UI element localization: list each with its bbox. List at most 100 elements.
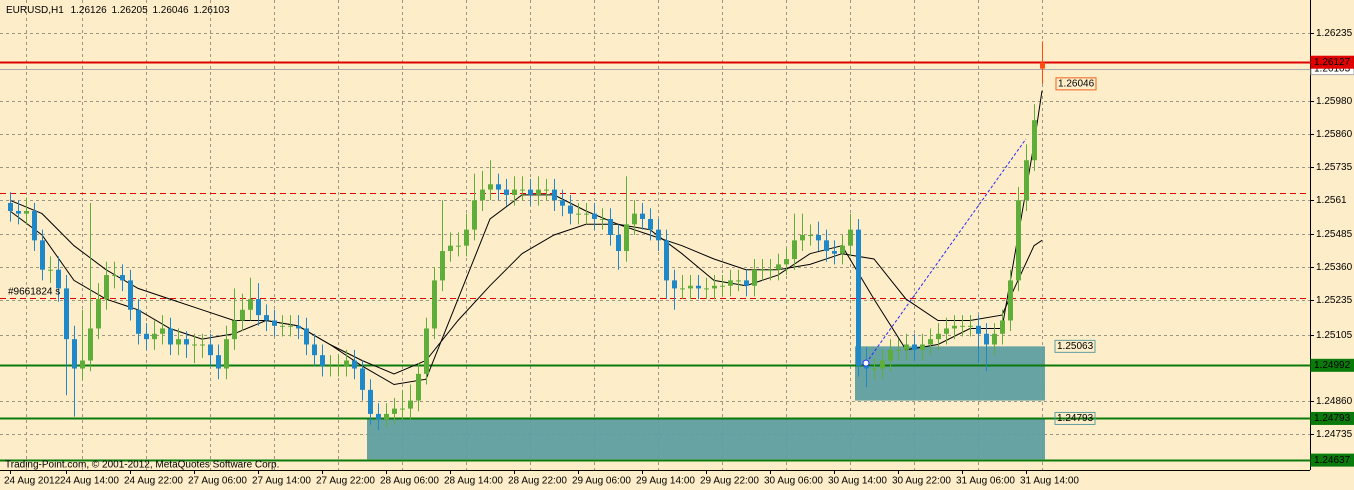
rectangles: [367, 346, 1045, 460]
candle-body: [1000, 320, 1005, 334]
candle-body: [496, 184, 501, 190]
candle-body: [8, 202, 13, 211]
candle-body: [376, 413, 381, 420]
trendline-anchor: [862, 359, 870, 367]
candle-body: [808, 235, 813, 236]
x-tick-label: 24 Aug 22:00: [124, 476, 183, 487]
price-tag: [1310, 453, 1354, 467]
moving-average: [9, 199, 1043, 375]
candle-body: [224, 339, 229, 369]
candle-body: [56, 269, 61, 289]
y-tick-label: 1.24860: [1316, 396, 1353, 407]
candle-body: [280, 325, 285, 327]
price-tag-label: 1.24793: [1314, 413, 1351, 424]
candle-body: [120, 275, 125, 281]
candle-body: [616, 235, 621, 252]
candle-body: [216, 355, 221, 369]
candle-body: [840, 245, 845, 254]
candle-body: [880, 360, 885, 369]
candle-body: [424, 328, 429, 374]
candle-body: [1016, 200, 1021, 281]
last-open: 1.26126: [71, 5, 108, 16]
candle-body: [976, 325, 981, 334]
candle-body: [176, 339, 181, 345]
candle-body: [16, 210, 21, 214]
x-tick-label: 30 Aug 06:00: [764, 476, 823, 487]
x-tick-label: 27 Aug 22:00: [316, 476, 375, 487]
candle-body: [200, 344, 205, 346]
price-tag-label: 1.24992: [1314, 360, 1351, 371]
candle-body: [64, 288, 69, 340]
candle-body: [240, 309, 245, 321]
low-tag: 1.26046: [1058, 78, 1095, 89]
price-tag-label: 1.24637: [1314, 455, 1351, 466]
order-label: #9661824 s: [8, 287, 60, 298]
candle-body: [448, 245, 453, 252]
candle-body: [136, 309, 141, 334]
candle-body: [576, 213, 581, 215]
last-low: 1.26046: [152, 5, 189, 16]
candle-body: [392, 408, 397, 414]
candle-body: [872, 368, 877, 370]
candle-body: [1040, 62, 1045, 69]
last-high: 1.26205: [112, 5, 149, 16]
candle-body: [904, 344, 909, 350]
candle-body: [656, 229, 661, 241]
candle-body: [856, 229, 861, 366]
candle-body: [400, 408, 405, 410]
x-tick-label: 27 Aug 14:00: [252, 476, 311, 487]
candle-body: [608, 218, 613, 235]
candle-body: [664, 240, 669, 281]
price-tag: [1310, 55, 1354, 69]
candle-body: [544, 189, 549, 191]
candle-body: [96, 299, 101, 329]
x-tick-label: 28 Aug 22:00: [508, 476, 567, 487]
candle-body: [672, 280, 677, 289]
y-tick-label: 1.2561: [1316, 195, 1347, 206]
x-tick-label: 27 Aug 06:00: [188, 476, 247, 487]
candle-body: [816, 235, 821, 241]
candle-body: [584, 213, 589, 215]
candle-body: [984, 333, 989, 345]
candle-body: [592, 213, 597, 219]
x-tick-label: 31 Aug 06:00: [956, 476, 1015, 487]
candle-body: [168, 328, 173, 345]
y-tick-label: 1.25860: [1316, 129, 1353, 140]
header: EURUSD,H1 1.26126 1.26205 1.26046 1.2610…: [6, 5, 230, 16]
x-tick-label: 28 Aug 14:00: [444, 476, 503, 487]
price-tag-label: 1.26103: [1314, 63, 1351, 74]
last-close: 1.26103: [193, 5, 230, 16]
candle-body: [312, 344, 317, 356]
candle-body: [480, 189, 485, 201]
candle-body: [832, 251, 837, 254]
candle-body: [192, 344, 197, 346]
candle-body: [1008, 280, 1013, 321]
candle-body: [744, 280, 749, 286]
x-tick-label: 24 Aug 14:00: [60, 476, 119, 487]
candle-body: [536, 189, 541, 195]
candle-body: [384, 413, 389, 420]
candle-body: [416, 373, 421, 401]
candle-body: [520, 189, 525, 191]
candle-body: [720, 285, 725, 287]
candle-body: [232, 320, 237, 340]
trendline: [865, 138, 1027, 364]
candle-body: [368, 389, 373, 414]
candle-body: [256, 299, 261, 316]
candle-body: [472, 200, 477, 230]
y-tick-label: 1.25105: [1316, 330, 1353, 341]
candle-body: [640, 213, 645, 219]
candle-body: [184, 339, 189, 345]
candle-body: [696, 285, 701, 289]
candle-body: [464, 229, 469, 246]
zone: [367, 418, 1045, 460]
candle-body: [944, 328, 949, 334]
grid: [0, 0, 1310, 470]
candle-body: [624, 224, 629, 252]
low-tag-box: [1055, 77, 1097, 91]
candle-body: [960, 325, 965, 327]
candle-body: [824, 240, 829, 252]
candle-body: [296, 325, 301, 329]
y-tick-label: 1.25235: [1316, 295, 1353, 306]
